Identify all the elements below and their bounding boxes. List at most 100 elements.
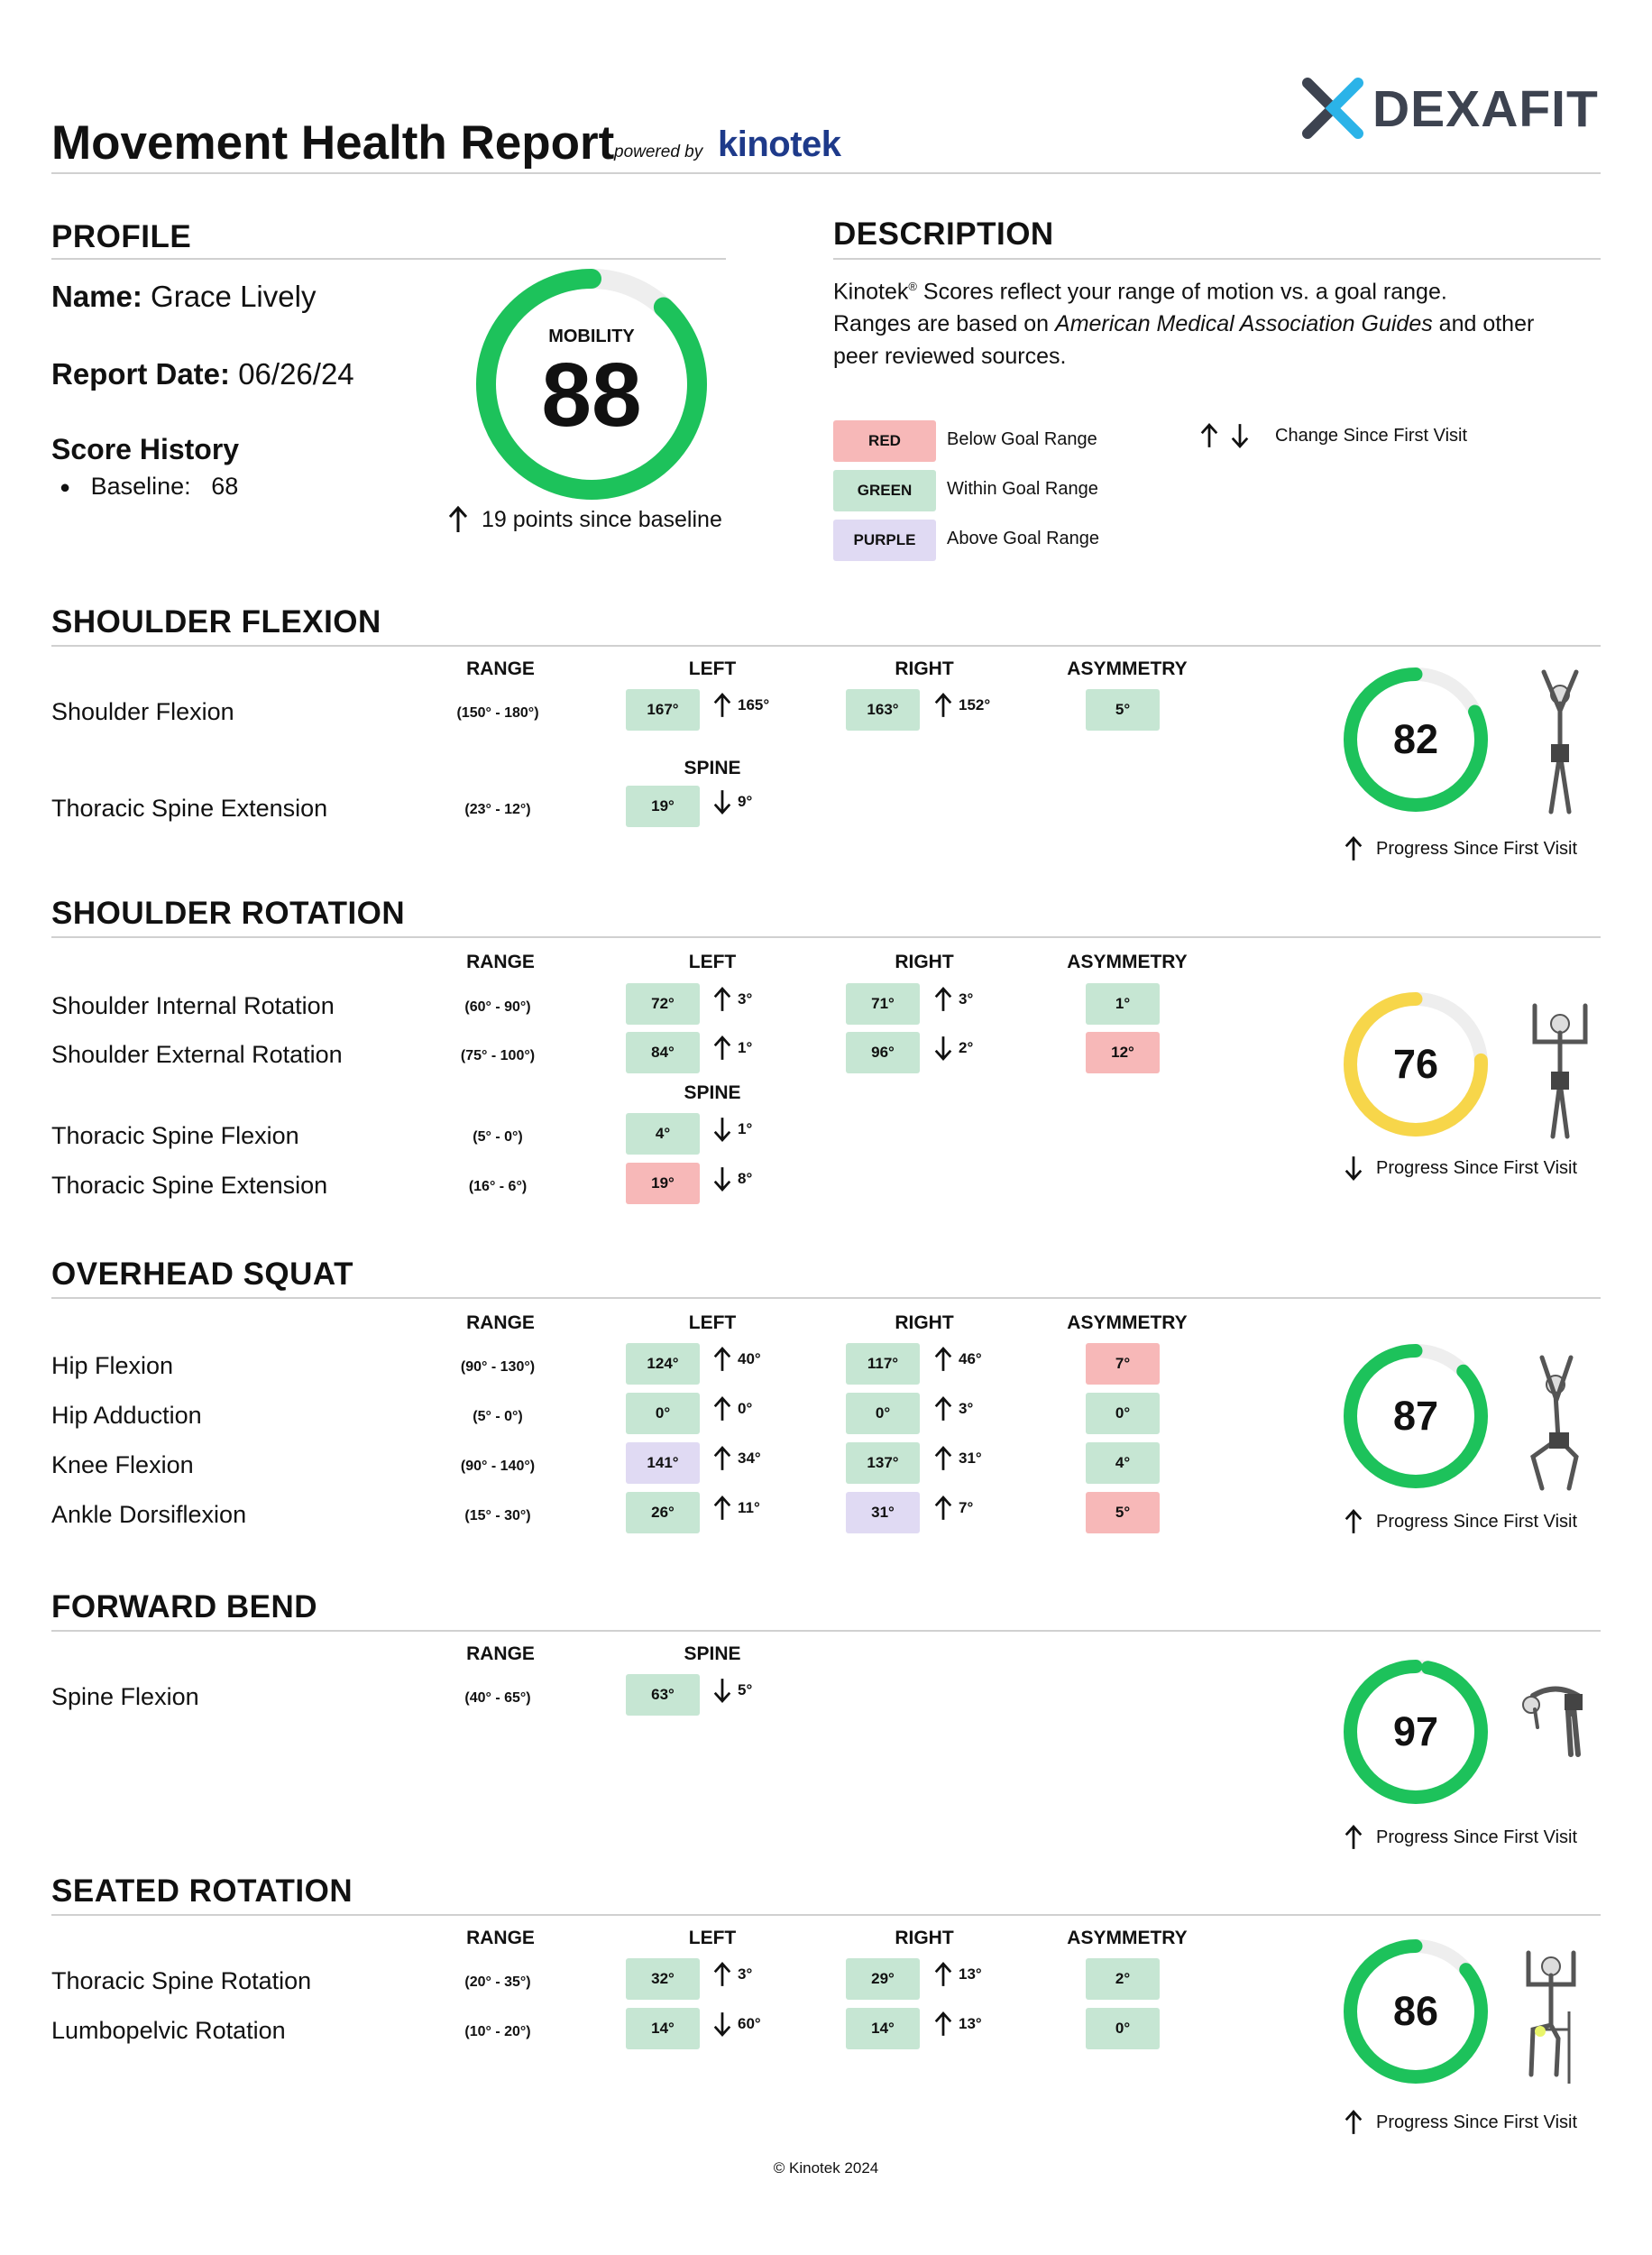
overhead-squat-divider <box>51 1297 1601 1299</box>
right-change: 31° <box>933 1445 982 1472</box>
description-line-2-start: Ranges are based on <box>833 311 1056 337</box>
row-range: (40° - 65°) <box>464 1690 531 1706</box>
right-change-value: 46° <box>959 1350 982 1367</box>
right-value-chip: 96° <box>846 1032 920 1073</box>
right-column-header: RIGHT <box>895 1928 954 1948</box>
arrow-up-icon <box>1345 2110 1363 2134</box>
right-value-chip: 0° <box>846 1393 920 1434</box>
description-kinotek: Kinotek <box>833 279 909 305</box>
forward-bend-figure-icon <box>1522 1686 1583 1757</box>
legend-swatch-red: RED <box>833 420 936 462</box>
row-label: Thoracic Spine Rotation <box>51 1967 312 1994</box>
arrow-up-icon <box>448 505 468 532</box>
right-value-chip: 29° <box>846 1958 920 2000</box>
score-ring <box>1344 1660 1488 1804</box>
shoulder-flexion-progress: Progress Since First Visit <box>1344 835 1577 862</box>
arrow-up-icon <box>1345 1509 1363 1533</box>
mobility-score: 88 <box>541 345 642 446</box>
seated-rotation-divider <box>51 1914 1601 1916</box>
change-legend: Change Since First Visit <box>1199 422 1467 449</box>
forward-bend-divider <box>51 1630 1601 1632</box>
arrow-up-icon <box>934 693 952 717</box>
description-text: Kinotek® Scores reflect your range of mo… <box>833 271 1600 373</box>
dexafit-x-icon <box>1302 78 1363 139</box>
left-change: 165° <box>712 692 769 719</box>
shoulder-rotation-divider <box>51 936 1601 938</box>
range-column-header: RANGE <box>466 1312 535 1333</box>
row-range: (15° - 30°) <box>464 1508 531 1523</box>
overhead-squat-heading: OVERHEAD SQUAT <box>51 1256 353 1292</box>
name-value: Grace Lively <box>151 280 317 313</box>
section-score: 82 <box>1392 716 1439 762</box>
arrow-up-icon <box>713 693 731 717</box>
date-value: 06/26/24 <box>238 357 354 391</box>
left-change: 5° <box>712 1677 752 1704</box>
arrow-up-icon <box>1345 836 1363 861</box>
right-value-chip: 31° <box>846 1492 920 1533</box>
row-range: (10° - 20°) <box>464 2024 531 2039</box>
right-change: 152° <box>933 692 990 719</box>
left-change: 8° <box>712 1165 752 1192</box>
right-change-value: 3° <box>959 990 974 1008</box>
asymmetry-chip: 5° <box>1086 1492 1160 1533</box>
section-score: 97 <box>1392 1708 1439 1754</box>
shoulder-flexion-score-gauge: 82 <box>1344 667 1488 812</box>
profile-name: Name: Grace Lively <box>51 280 316 314</box>
arrow-up-icon <box>934 1962 952 1986</box>
ama-guides: American Medical Association Guides <box>1055 311 1433 337</box>
row-label: Thoracic Spine Flexion <box>51 1122 299 1149</box>
left-change: 9° <box>712 788 752 815</box>
progress-label: Progress Since First Visit <box>1376 838 1578 859</box>
left-column-header: LEFT <box>688 658 737 679</box>
powered-by-text: powered by <box>614 143 703 161</box>
right-value-chip: 117° <box>846 1343 920 1385</box>
left-change-value: 8° <box>738 1170 753 1187</box>
legend-label-green: Within Goal Range <box>947 479 1098 499</box>
arrow-up-icon <box>1200 423 1218 447</box>
gauge-fill <box>1344 1939 1488 2084</box>
gauge-fill <box>1344 992 1488 1137</box>
arrow-down-icon <box>713 2012 731 2037</box>
left-value-chip: 63° <box>626 1674 700 1716</box>
description-line-2-end: and other <box>1432 311 1535 337</box>
row-label: Thoracic Spine Extension <box>51 795 328 822</box>
left-value-chip: 19° <box>626 786 700 827</box>
arrow-down-icon <box>934 1036 952 1061</box>
asymmetry-chip: 1° <box>1086 983 1160 1025</box>
arrow-up-icon <box>713 1446 731 1470</box>
arrow-up-icon <box>934 1347 952 1371</box>
progress-label: Progress Since First Visit <box>1376 1511 1578 1532</box>
right-value-chip: 163° <box>846 689 920 731</box>
row-label: Hip Adduction <box>51 1402 202 1429</box>
mobility-label: MOBILITY <box>548 327 635 346</box>
section-score: 76 <box>1392 1041 1439 1087</box>
left-change-value: 1° <box>738 1039 753 1056</box>
forward-bend-heading: FORWARD BEND <box>51 1589 318 1625</box>
left-change-value: 1° <box>738 1120 753 1137</box>
row-label: Ankle Dorsiflexion <box>51 1501 247 1528</box>
left-value-chip: 167° <box>626 689 700 731</box>
dexafit-wordmark: DEXAFIT <box>1372 80 1599 138</box>
left-change-value: 3° <box>738 1965 753 1983</box>
range-column-header: RANGE <box>466 658 535 679</box>
left-change: 3° <box>712 1961 752 1988</box>
description-line-2: Ranges are based on American Medical Ass… <box>833 308 1600 340</box>
forward-bend-progress: Progress Since First Visit <box>1344 1824 1577 1851</box>
row-range: (23° - 12°) <box>464 802 531 817</box>
score-ring <box>1344 992 1488 1137</box>
arrow-down-icon <box>1231 424 1249 448</box>
range-column-header: RANGE <box>466 952 535 972</box>
arrow-down-icon <box>713 1118 731 1142</box>
left-change-value: 40° <box>738 1350 761 1367</box>
seated-rotation-progress: Progress Since First Visit <box>1344 2109 1577 2136</box>
left-change: 0° <box>712 1395 752 1422</box>
row-label: Knee Flexion <box>51 1451 194 1478</box>
legend-swatch-green: GREEN <box>833 470 936 511</box>
row-label: Shoulder External Rotation <box>51 1041 343 1068</box>
arrow-up-icon <box>713 1496 731 1520</box>
right-value-chip: 71° <box>846 983 920 1025</box>
range-column-header: RANGE <box>466 1928 535 1948</box>
arrow-up-icon <box>713 1962 731 1986</box>
left-value-chip: 26° <box>626 1492 700 1533</box>
left-change-value: 5° <box>738 1681 753 1698</box>
